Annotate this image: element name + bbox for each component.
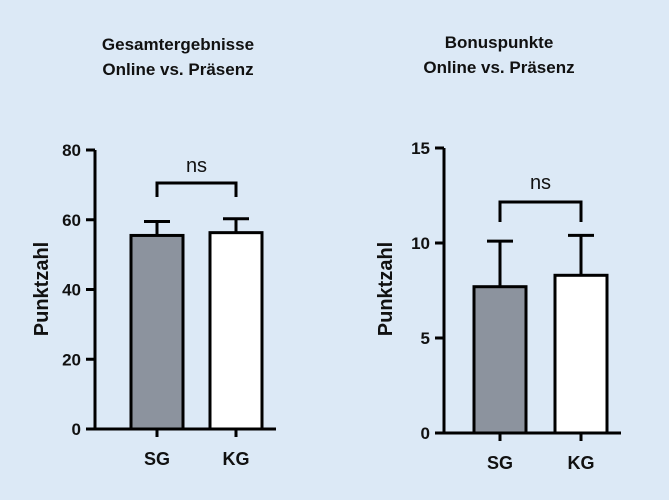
y-tick-label-80: 80 — [62, 141, 81, 160]
chart-title-line-2: Online vs. Präsenz — [423, 58, 574, 77]
y-tick-label-60: 60 — [62, 211, 81, 230]
y-axis-label: Punktzahl — [31, 242, 53, 336]
y-tick-label-40: 40 — [62, 281, 81, 300]
chart-panel-bonus-points: Bonuspunkte Online vs. Präsenz Punktzahl SG… — [375, 33, 621, 473]
y-tick-label-20: 20 — [62, 350, 81, 369]
x-tick-label-kg: KG — [568, 453, 595, 473]
y-axis-label: Punktzahl — [375, 242, 397, 336]
y-tick-label-10: 10 — [411, 234, 430, 253]
x-tick-label-sg: SG — [487, 453, 513, 473]
chart-title-line-2: Online vs. Präsenz — [102, 60, 253, 79]
bar-sg — [472, 285, 528, 435]
significance-label: ns — [530, 172, 551, 194]
x-tick-label-sg: SG — [144, 449, 170, 469]
bar-kg — [208, 231, 264, 431]
y-tick-label-15: 15 — [411, 139, 430, 158]
y-tick-label-0: 0 — [72, 420, 81, 439]
y-tick-label-5: 5 — [421, 329, 430, 348]
significance-label: ns — [186, 155, 207, 177]
chart-title-line-1: Gesamtergebnisse — [102, 35, 254, 54]
bar-sg — [129, 233, 185, 431]
significance-bracket — [498, 200, 583, 222]
chart-panel-total-scores: Gesamtergebnisse Online vs. Präsenz Punktz… — [31, 35, 276, 469]
significance-bracket — [155, 181, 238, 197]
x-tick-label-kg: KG — [223, 449, 250, 469]
y-tick-label-0: 0 — [421, 424, 430, 443]
bar-kg — [553, 273, 609, 435]
chart-title-line-1: Bonuspunkte — [445, 33, 554, 52]
